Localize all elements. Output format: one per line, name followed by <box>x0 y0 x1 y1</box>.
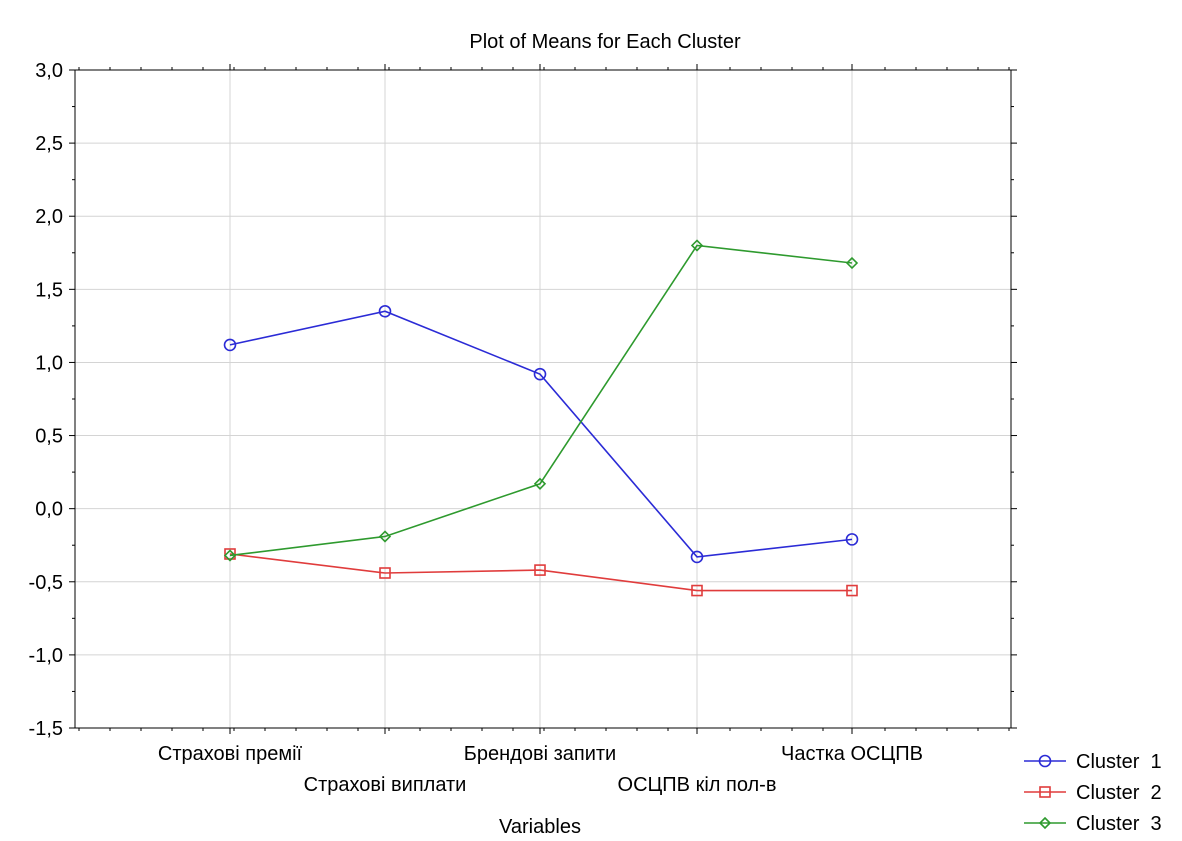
x-axis-label: Variables <box>499 816 581 836</box>
legend: Cluster 1 Cluster 2 Cluster 3 <box>1024 751 1162 835</box>
data-point-cluster-2 <box>379 567 391 579</box>
x-tick-label: ОСЦПВ кіл пол-в <box>618 774 777 796</box>
y-tick-label: 3,0 <box>35 60 63 82</box>
legend-label-cluster-3: Cluster 3 <box>1076 813 1162 835</box>
legend-marker-cluster-1 <box>1038 754 1052 768</box>
plot-frame <box>74 69 1012 729</box>
y-tick-label: 1,5 <box>35 279 63 301</box>
data-point-cluster-3 <box>533 477 547 490</box>
data-point-cluster-2 <box>846 584 858 597</box>
series-line-cluster-2 <box>229 553 852 592</box>
series-line-cluster-3 <box>229 244 853 557</box>
y-tick-label: -0,5 <box>29 572 63 594</box>
y-tick-label: 2,5 <box>35 133 63 155</box>
data-point-cluster-1 <box>845 533 859 546</box>
legend-marker-cluster-3 <box>1038 816 1052 830</box>
data-point-cluster-1 <box>533 367 547 381</box>
data-point-cluster-3 <box>223 549 237 562</box>
data-point-cluster-3 <box>690 239 704 252</box>
data-point-cluster-3 <box>378 530 392 543</box>
y-tick-label: 0,0 <box>35 499 63 521</box>
y-tick-label: 2,0 <box>35 206 63 228</box>
data-point-cluster-3 <box>845 256 859 270</box>
legend-marker-cluster-2 <box>1039 786 1051 798</box>
x-tick-label: Страхові виплати <box>304 774 467 796</box>
plot-area: -1,5 -1,0 -0,5 0,0 0,5 1,0 1,5 2,0 2,5 3,0 Страхов… <box>29 60 1017 796</box>
data-point-cluster-1 <box>690 550 704 564</box>
data-point-cluster-2 <box>224 548 236 560</box>
y-tick-label: 0,5 <box>35 426 63 448</box>
y-tick-label: -1,5 <box>29 718 63 740</box>
x-tick-label: Частка ОСЦПВ <box>781 743 923 765</box>
y-tick-label: 1,0 <box>35 352 63 374</box>
legend-label-cluster-2: Cluster 2 <box>1076 782 1162 804</box>
x-tick-label: Брендові запити <box>464 743 616 765</box>
legend-label-cluster-1: Cluster 1 <box>1076 751 1162 773</box>
data-point-cluster-1 <box>378 304 392 318</box>
data-point-cluster-1 <box>223 338 237 352</box>
series-line-cluster-1 <box>229 310 853 558</box>
chart-title: Plot of Means for Each Cluster <box>469 31 741 53</box>
y-tick-label: -1,0 <box>29 645 63 667</box>
data-point-cluster-2 <box>691 584 703 597</box>
x-tick-label: Страхові премії <box>158 743 303 765</box>
data-point-cluster-2 <box>534 564 546 576</box>
